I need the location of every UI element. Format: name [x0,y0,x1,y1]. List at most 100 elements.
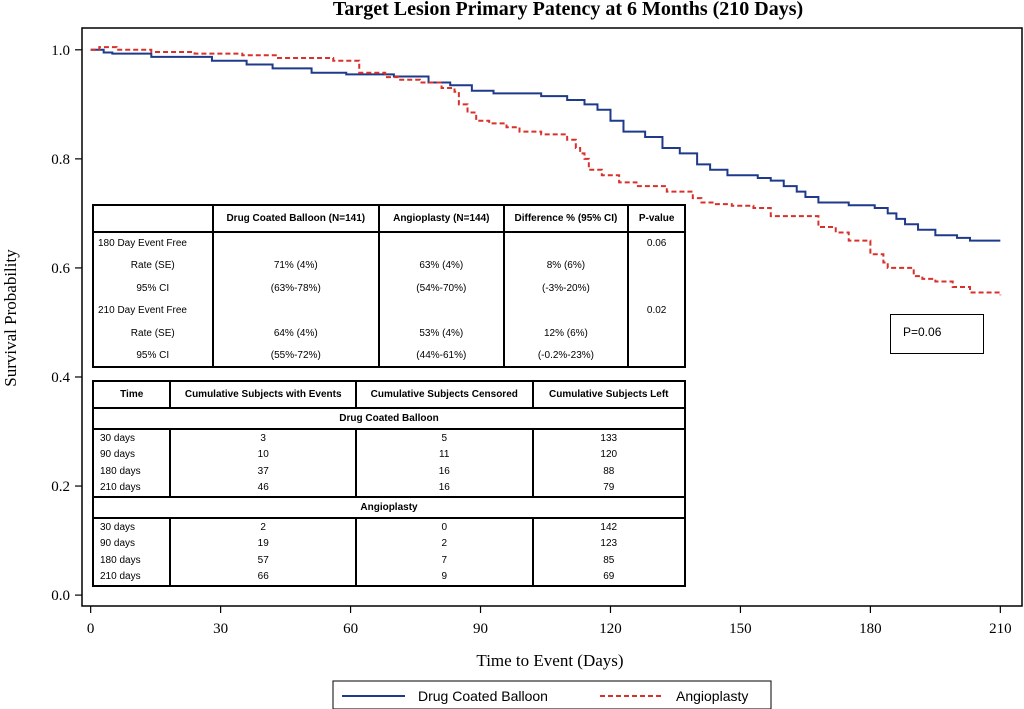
y-axis: 0.0 0.2 0.4 0.6 0.8 1.0 [51,43,82,604]
stats-cell [627,277,685,300]
stats-header-cell: Angioplasty (N=144) [378,205,504,233]
counts-header-cell: Cumulative Subjects with Events [169,381,356,409]
y-tick-label: 0.8 [51,152,70,168]
x-tick-label: 210 [989,621,1012,637]
counts-cell: 2 [354,535,533,552]
series-line-angioplasty [90,46,1002,296]
stats-cell: 12% (6%) [502,322,629,345]
stats-row-label: Rate (SE) [130,327,175,339]
counts-row: 30 days 2 0 142 [93,518,685,536]
y-tick-label: 0.4 [51,370,70,386]
p-value-box: P=0.06 [890,314,984,354]
stats-cell [378,232,504,255]
x-tick-label: 90 [473,621,488,637]
stats-row: 95% CI (55%-72%) (44%-61%) (-0.2%-23%) [93,344,685,367]
counts-cell: 120 [531,446,685,463]
counts-cell: 19 [169,535,356,552]
counts-header-cell: Cumulative Subjects Censored [354,381,533,409]
counts-row: 180 days 37 16 88 [93,463,685,480]
stats-cell: 63% (4%) [378,254,504,277]
stats-cell: 0.06 [627,232,685,255]
x-tick-label: 150 [729,621,752,637]
y-tick-label: 0.6 [51,261,70,277]
y-tick-label: 1.0 [51,43,70,59]
stats-header-cell [93,205,213,233]
legend-label-dcb: Drug Coated Balloon [418,688,548,704]
counts-cell: 9 [354,568,533,586]
stats-cell [211,232,380,255]
stats-cell [378,299,504,322]
legend-label-angioplasty: Angioplasty [676,688,748,704]
legend: Drug Coated Balloon Angioplasty [332,680,772,709]
stats-cell: (44%-61%) [378,344,504,367]
stats-cell [502,299,629,322]
counts-time-label: 90 days [100,449,136,461]
counts-group-title: Angioplasty [93,496,685,519]
counts-cell: 57 [169,552,356,569]
counts-cell: 66 [169,568,356,586]
stats-cell: (-0.2%-23%) [502,344,629,367]
counts-row: 30 days 3 5 133 [93,429,685,447]
stats-cell [627,322,685,345]
counts-time-label: 210 days [100,571,141,583]
stats-header-cell: Drug Coated Balloon (N=141) [211,205,380,233]
counts-row: 90 days 10 11 120 [93,446,685,463]
counts-cell: 123 [531,535,685,552]
counts-row: 210 days 46 16 79 [93,479,685,497]
stats-cell [502,232,629,255]
y-tick-label: 0.2 [51,479,70,495]
stats-row: 210 Day Event Free 0.02 [93,299,685,322]
x-tick-label: 30 [213,621,228,637]
stats-header-cell: Difference % (95% CI) [502,205,629,233]
stats-row: Rate (SE) 71% (4%) 63% (4%) 8% (6%) [93,254,685,277]
stats-row: 95% CI (63%-78%) (54%-70%) (-3%-20%) [93,277,685,300]
counts-cell: 133 [531,429,685,447]
counts-cell: 85 [531,552,685,569]
stats-cell [627,344,685,367]
stats-cell: (55%-72%) [211,344,380,367]
counts-row: 180 days 57 7 85 [93,552,685,569]
x-tick-label: 180 [859,621,882,637]
stats-row: Rate (SE) 64% (4%) 53% (4%) 12% (6%) [93,322,685,345]
stats-cell: (63%-78%) [211,277,380,300]
counts-time-label: 30 days [100,432,136,444]
legend-frame [332,680,772,709]
counts-cell: 37 [169,463,356,480]
y-tick-label: 0.0 [51,588,70,604]
stats-cell: (-3%-20%) [502,277,629,300]
counts-time-label: 30 days [100,521,136,533]
counts-cell: 11 [354,446,533,463]
chart-title: Target Lesion Primary Patency at 6 Month… [333,0,803,20]
stats-row-label: 95% CI [136,282,170,294]
counts-cell: 16 [354,463,533,480]
counts-time-label: 90 days [100,538,136,550]
counts-header-cell: Cumulative Subjects Left [531,381,685,409]
stats-cell: (54%-70%) [378,277,504,300]
stats-cell [211,299,380,322]
stats-row: 180 Day Event Free 0.06 [93,232,685,255]
counts-cell: 5 [354,429,533,447]
stats-header-cell: P-value [627,205,685,233]
counts-row: 90 days 19 2 123 [93,535,685,552]
y-axis-label: Survival Probability [1,249,20,387]
x-axis: 0 30 60 90 120 150 180 210 [87,606,1012,637]
stats-cell: 53% (4%) [378,322,504,345]
event-free-rate-table: Drug Coated Balloon (N=141) Angioplasty (… [92,204,686,368]
counts-cell: 0 [354,518,533,536]
stats-cell: 0.02 [627,299,685,322]
x-axis-label: Time to Event (Days) [476,651,623,670]
stats-row-label: 95% CI [136,349,170,361]
counts-cell: 3 [169,429,356,447]
stats-cell: 64% (4%) [211,322,380,345]
counts-group-title: Drug Coated Balloon [93,408,685,430]
series-line-drug-coated-balloon [90,48,1001,242]
stats-cell: 8% (6%) [502,254,629,277]
series-layer [90,46,1002,296]
x-tick-label: 120 [599,621,622,637]
counts-cell: 142 [531,518,685,536]
counts-cell: 69 [531,568,685,586]
counts-cell: 2 [169,518,356,536]
counts-header-cell: Time [93,381,171,409]
counts-time-label: 210 days [100,482,141,494]
